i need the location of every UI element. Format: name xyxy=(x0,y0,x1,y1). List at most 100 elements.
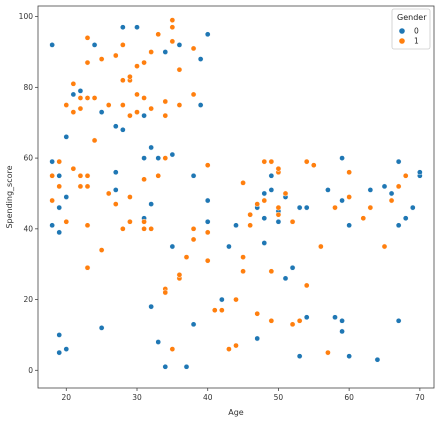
data-point-gender-1 xyxy=(204,229,211,236)
data-point-gender-1 xyxy=(360,215,367,222)
data-point-gender-0 xyxy=(77,88,84,94)
data-point-gender-0 xyxy=(204,31,211,38)
data-point-gender-0 xyxy=(56,349,63,356)
data-point-gender-1 xyxy=(134,91,140,98)
data-point-gender-1 xyxy=(233,296,239,303)
data-point-gender-1 xyxy=(162,98,169,105)
data-point-gender-1 xyxy=(402,172,409,179)
data-point-gender-1 xyxy=(169,38,176,45)
data-point-gender-1 xyxy=(63,218,70,225)
data-point-gender-0 xyxy=(112,187,119,193)
data-point-gender-0 xyxy=(155,155,162,161)
data-point-gender-1 xyxy=(332,204,338,211)
data-point-gender-1 xyxy=(268,158,275,165)
data-point-gender-0 xyxy=(339,155,345,161)
y-tick-label: 20 xyxy=(23,295,33,304)
data-point-gender-1 xyxy=(148,49,154,55)
data-point-gender-1 xyxy=(190,236,197,243)
data-point-gender-1 xyxy=(84,172,91,179)
data-point-gender-1 xyxy=(155,172,162,179)
data-point-gender-0 xyxy=(289,264,296,271)
data-point-gender-1 xyxy=(141,225,147,232)
data-point-gender-1 xyxy=(56,183,63,190)
data-point-gender-0 xyxy=(339,328,345,335)
data-point-gender-1 xyxy=(247,211,253,218)
data-point-gender-1 xyxy=(395,183,402,190)
data-point-gender-0 xyxy=(56,332,63,338)
data-point-gender-0 xyxy=(98,109,105,115)
data-point-gender-1 xyxy=(120,77,126,84)
data-point-gender-1 xyxy=(84,264,91,271)
data-point-gender-0 xyxy=(204,218,211,225)
data-point-gender-1 xyxy=(268,317,275,324)
data-point-gender-1 xyxy=(381,243,388,250)
data-point-gender-1 xyxy=(77,183,84,190)
data-point-gender-1 xyxy=(84,222,91,229)
legend-label-1: 1 xyxy=(414,37,419,46)
data-point-gender-0 xyxy=(226,243,232,250)
data-point-gender-1 xyxy=(49,172,55,179)
data-point-gender-1 xyxy=(190,45,197,52)
data-point-gender-0 xyxy=(70,91,77,98)
data-point-gender-1 xyxy=(120,42,126,48)
data-point-gender-0 xyxy=(134,24,140,31)
data-point-gender-1 xyxy=(275,165,282,172)
data-point-gender-1 xyxy=(275,204,282,211)
data-point-gender-0 xyxy=(261,215,268,222)
data-point-gender-0 xyxy=(219,296,225,303)
data-point-gender-1 xyxy=(296,317,303,324)
data-point-gender-0 xyxy=(402,215,409,222)
data-point-gender-0 xyxy=(296,204,303,211)
data-point-gender-1 xyxy=(303,282,310,289)
data-point-gender-1 xyxy=(169,24,176,31)
data-point-gender-0 xyxy=(197,56,204,62)
data-point-gender-1 xyxy=(148,225,154,232)
data-point-gender-1 xyxy=(226,346,232,352)
data-point-gender-0 xyxy=(268,172,275,179)
data-point-gender-0 xyxy=(190,172,197,179)
data-point-gender-0 xyxy=(112,169,119,176)
data-point-gender-1 xyxy=(162,289,169,296)
data-point-gender-1 xyxy=(134,63,140,69)
y-tick-label: 60 xyxy=(23,154,33,163)
data-point-gender-1 xyxy=(105,190,112,197)
data-point-gender-0 xyxy=(261,190,268,197)
plot-area xyxy=(37,5,435,389)
data-point-gender-1 xyxy=(148,105,154,112)
data-point-gender-0 xyxy=(56,229,63,236)
data-points xyxy=(49,17,423,370)
data-point-gender-1 xyxy=(318,243,324,250)
x-tick-label: 30 xyxy=(132,393,142,402)
data-point-gender-0 xyxy=(183,363,190,370)
y-axis-ticks: 0 20 40 60 80 100 xyxy=(19,12,38,375)
data-point-gender-1 xyxy=(254,201,261,207)
data-point-gender-1 xyxy=(346,169,352,176)
data-point-gender-0 xyxy=(162,363,169,370)
data-point-gender-1 xyxy=(190,225,197,232)
data-point-gender-1 xyxy=(254,310,261,317)
data-point-gender-0 xyxy=(339,317,345,324)
data-point-gender-1 xyxy=(112,52,119,59)
data-point-gender-1 xyxy=(162,155,169,161)
data-point-gender-1 xyxy=(261,158,268,165)
data-point-gender-0 xyxy=(112,123,119,130)
data-point-gender-1 xyxy=(127,218,133,225)
data-point-gender-0 xyxy=(332,314,338,321)
data-point-gender-1 xyxy=(141,59,147,66)
data-point-gender-0 xyxy=(176,42,183,48)
data-point-gender-0 xyxy=(381,183,388,190)
data-point-gender-0 xyxy=(190,321,197,328)
y-tick-label: 40 xyxy=(23,224,33,233)
data-point-gender-0 xyxy=(395,317,402,324)
data-point-gender-0 xyxy=(148,303,154,310)
data-point-gender-0 xyxy=(56,172,63,179)
data-point-gender-0 xyxy=(275,218,282,225)
data-point-gender-1 xyxy=(310,162,317,169)
data-point-gender-1 xyxy=(162,112,169,119)
data-point-gender-1 xyxy=(91,137,98,144)
x-tick-label: 50 xyxy=(274,393,284,402)
data-point-gender-0 xyxy=(204,197,211,204)
data-point-gender-0 xyxy=(303,204,310,211)
data-point-gender-0 xyxy=(303,314,310,321)
data-point-gender-1 xyxy=(98,247,105,253)
